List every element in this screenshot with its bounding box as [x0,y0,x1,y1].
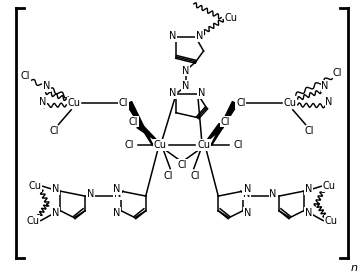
Text: Cl: Cl [332,68,342,78]
Text: N: N [305,208,312,218]
Text: N: N [169,88,176,98]
Text: N: N [321,81,329,91]
Polygon shape [206,124,223,141]
Text: Cl: Cl [124,140,134,150]
Text: Cl: Cl [305,126,314,136]
Text: N: N [325,97,333,107]
Text: N: N [43,81,50,91]
Text: N: N [169,31,176,41]
Text: N: N [52,208,59,218]
Text: Cl: Cl [163,172,173,181]
Text: N: N [112,208,120,218]
Text: N: N [244,184,252,194]
Polygon shape [211,101,237,145]
Text: N: N [305,184,312,194]
Text: Cu: Cu [28,181,41,191]
Text: Cl: Cl [128,116,138,127]
Text: N: N [243,189,250,199]
Text: Cl: Cl [50,126,59,136]
Text: Cl: Cl [236,98,246,108]
Text: Cl: Cl [233,140,243,150]
Text: Cl: Cl [220,116,230,127]
Text: Cl: Cl [191,172,201,181]
Text: Cu: Cu [68,98,81,108]
Text: Cl: Cl [118,98,128,108]
Text: N: N [39,97,47,107]
Text: Cl: Cl [177,160,187,170]
Polygon shape [137,123,158,141]
Text: N: N [196,31,203,41]
Text: Cu: Cu [323,181,336,191]
Text: N: N [114,189,121,199]
Text: Cu: Cu [325,216,337,226]
Text: Cl: Cl [20,72,30,81]
Text: Cu: Cu [154,140,167,150]
Text: Cu: Cu [225,13,238,23]
Text: Cu: Cu [283,98,296,108]
Text: Cu: Cu [197,140,210,150]
Text: N: N [269,189,277,199]
Text: N: N [244,208,252,218]
Text: N: N [198,88,205,98]
Text: N: N [52,184,59,194]
Text: N: N [182,81,190,91]
Text: N: N [87,189,95,199]
Text: Cu: Cu [27,216,39,226]
Polygon shape [127,101,153,145]
Text: N: N [112,184,120,194]
Text: n: n [351,263,357,273]
Text: N: N [182,65,190,76]
